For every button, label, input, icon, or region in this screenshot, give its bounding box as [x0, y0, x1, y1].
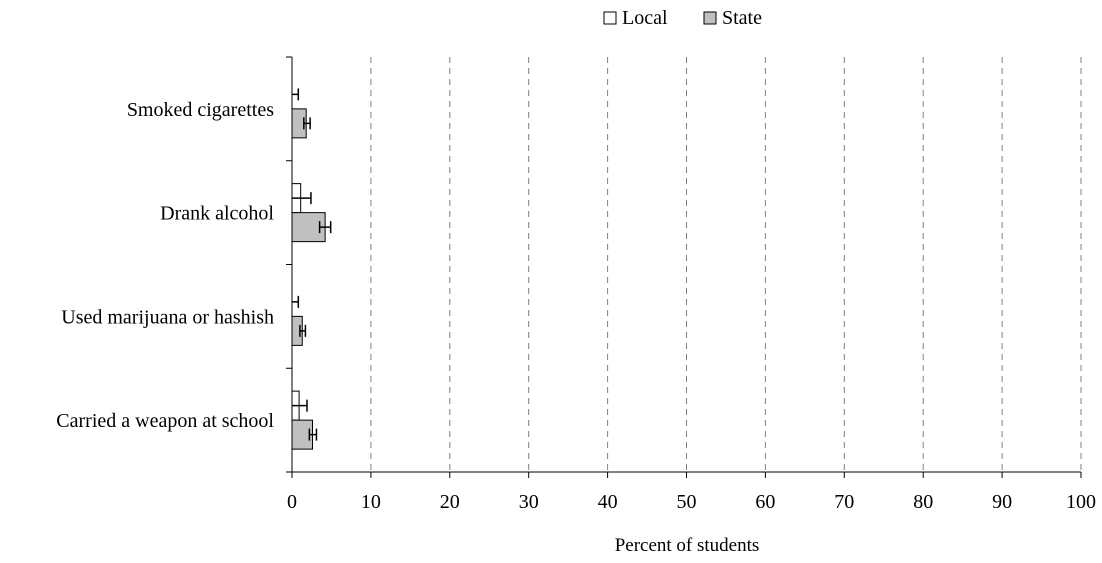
legend-label-local: Local — [622, 7, 668, 29]
x-tick-labels: 0 10 20 30 40 50 60 70 80 90 100 — [287, 491, 1096, 513]
x-tick-label-30: 30 — [519, 491, 539, 513]
x-tick-label-20: 20 — [440, 491, 460, 513]
x-tick-label-90: 90 — [992, 491, 1012, 513]
category-label: Carried a weapon at school — [56, 410, 274, 432]
legend-label-state: State — [722, 7, 762, 29]
x-tick-label-10: 10 — [361, 491, 381, 513]
bars — [291, 108, 326, 450]
x-tick-label-80: 80 — [913, 491, 933, 513]
category-label: Smoked cigarettes — [127, 99, 274, 121]
category-label: Used marijuana or hashish — [61, 306, 274, 328]
axes — [286, 56, 1082, 478]
category-labels: Smoked cigarettes Drank alcohol Used marij… — [56, 99, 274, 432]
x-tick-label-50: 50 — [677, 491, 697, 513]
category-label: Drank alcohol — [160, 203, 274, 225]
legend: Local State — [603, 7, 762, 29]
legend-swatch-local — [603, 11, 617, 25]
legend-swatch-state — [703, 11, 717, 25]
x-tick-label-70: 70 — [834, 491, 854, 513]
x-tick-label-40: 40 — [598, 491, 618, 513]
x-tick-label-60: 60 — [755, 491, 775, 513]
error-bars — [292, 88, 332, 441]
x-tick-label-100: 100 — [1066, 491, 1096, 513]
x-tick-label-0: 0 — [287, 491, 297, 513]
x-axis-title: Percent of students — [615, 535, 760, 556]
gridlines — [370, 57, 1082, 472]
